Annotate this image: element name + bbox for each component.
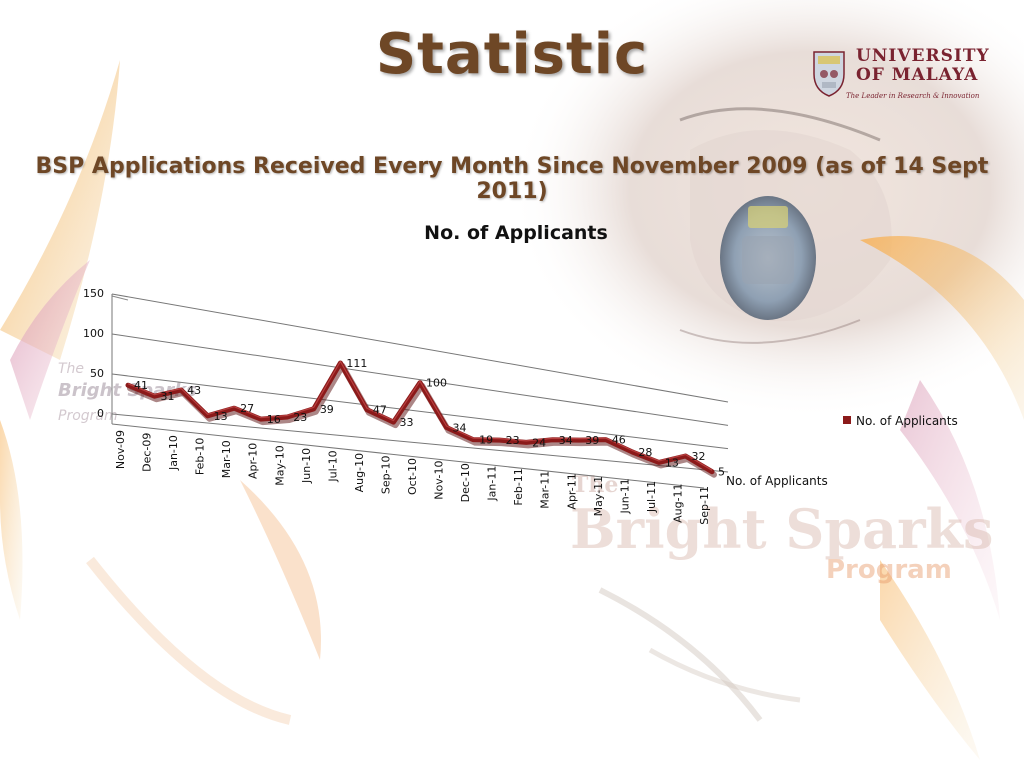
data-label: 34 — [559, 434, 573, 447]
data-labels: 41 31 43 13 27 16 23 39 111 47 33 100 34 19 23 24 34 39 46… — [134, 357, 725, 479]
slide-subtitle: BSP Applications Received Every Month Si… — [35, 154, 989, 204]
data-label: 5 — [718, 466, 725, 479]
data-label: 100 — [426, 377, 447, 390]
left-swirl — [0, 60, 120, 360]
data-label: 23 — [293, 411, 307, 424]
chart-grid — [111, 293, 729, 489]
data-label: 43 — [187, 384, 201, 397]
data-label: 24 — [532, 436, 546, 449]
data-label: 16 — [267, 413, 281, 426]
gridline — [111, 413, 729, 473]
gridline — [111, 333, 729, 426]
legend-entry: No. of Applicants — [856, 414, 958, 428]
data-label: 13 — [665, 456, 679, 469]
x-tick-label: May-10 — [273, 445, 286, 486]
x-tick-label: Mar-11 — [539, 471, 552, 509]
logo-tagline: The Leader in Research & Innovation — [846, 92, 980, 100]
data-label: 19 — [479, 434, 493, 447]
x-tick-label: Jan-11 — [486, 466, 499, 502]
data-label: 111 — [346, 357, 367, 370]
data-label: 46 — [612, 434, 626, 447]
floor-front-edge — [111, 423, 705, 489]
series-no-of-applicants — [125, 360, 717, 478]
x-tick-label: Mar-10 — [220, 440, 233, 478]
x-tick-label: Jul-10 — [326, 450, 339, 482]
x-tick-label: Nov-09 — [114, 430, 127, 469]
x-tick-label: Jan-10 — [167, 435, 180, 471]
y-tick-label: 50 — [90, 367, 104, 380]
x-tick-label: Jun-10 — [300, 448, 313, 484]
data-label: 41 — [134, 379, 148, 392]
logo-name-line2: OF MALAYA — [856, 65, 979, 85]
gridline — [111, 373, 729, 450]
depth-axis-label: No. of Applicants — [726, 474, 828, 488]
x-tick-label: Dec-09 — [141, 433, 154, 472]
x-tick-label: Oct-10 — [406, 458, 419, 495]
x-tick-label: Sep-11 — [698, 486, 711, 525]
university-logo: UNIVERSITY OF MALAYA The Leader in Resea… — [812, 46, 989, 106]
data-label: 47 — [373, 404, 387, 417]
data-label: 23 — [506, 434, 520, 447]
series-line-highlight — [127, 360, 713, 471]
x-tick-label: Feb-10 — [194, 438, 207, 475]
y-tick-label: 100 — [83, 327, 104, 340]
y-tick-label: 150 — [83, 287, 104, 300]
x-tick-label: Nov-10 — [433, 461, 446, 500]
svg-text:The: The — [58, 361, 84, 377]
x-tick-label: Aug-10 — [353, 453, 366, 492]
svg-text:Program: Program — [826, 555, 952, 585]
data-label: 13 — [214, 410, 228, 423]
x-tick-label: Apr-10 — [247, 443, 260, 479]
data-label: 39 — [585, 434, 599, 447]
data-label: 39 — [320, 403, 334, 416]
series-line — [125, 360, 715, 475]
data-label: 31 — [161, 390, 175, 403]
x-tick-label: Jun-11 — [618, 478, 631, 514]
data-label: 33 — [399, 416, 413, 429]
data-label: 27 — [240, 402, 254, 415]
legend-swatch — [843, 416, 851, 424]
x-tick-label: Dec-10 — [459, 463, 472, 502]
x-tick-label: Aug-11 — [671, 483, 684, 522]
data-label: 32 — [691, 450, 705, 463]
right-swirl — [860, 236, 1024, 420]
x-tick-label: Apr-11 — [565, 473, 578, 509]
data-label: 28 — [638, 446, 652, 459]
crest-icon — [813, 51, 845, 97]
y-tick-label: 0 — [97, 407, 104, 420]
gridline — [111, 293, 729, 403]
x-axis-ticks: Nov-09 Dec-09 Jan-10 Feb-10 Mar-10 Apr-10 May-… — [114, 430, 711, 525]
chart-title: No. of Applicants — [424, 222, 608, 244]
logo-name-line1: UNIVERSITY — [856, 46, 990, 66]
y-axis-ticks: 0 50 100 150 — [83, 287, 104, 420]
slide-title: Statistic — [375, 22, 649, 87]
chart-legend: No. of Applicants — [843, 414, 958, 428]
svg-text:Program: Program — [58, 408, 118, 424]
data-label: 34 — [453, 422, 467, 435]
x-tick-label: May-11 — [592, 476, 605, 517]
svg-text:Bright Sparks: Bright Sparks — [570, 497, 993, 561]
x-tick-label: Sep-10 — [379, 455, 392, 494]
x-tick-label: Jul-11 — [645, 481, 658, 513]
x-tick-label: Feb-11 — [512, 468, 525, 505]
